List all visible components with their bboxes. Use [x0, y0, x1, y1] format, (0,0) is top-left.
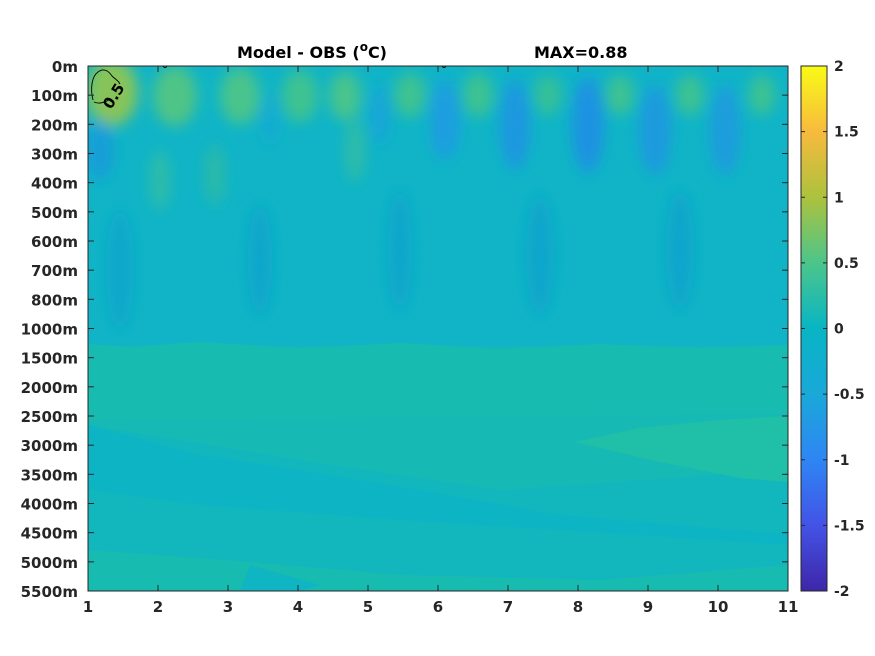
x-tick-label: 10	[708, 598, 729, 616]
chart-title: Model - OBS (oC)	[237, 40, 387, 62]
warm-blob	[463, 73, 493, 117]
warm-blob	[676, 75, 704, 115]
cool-blob	[388, 190, 412, 310]
warm-blob	[282, 70, 318, 122]
bottom-cool-blob	[240, 565, 320, 591]
colorbar-tick-label: -1.5	[834, 518, 865, 534]
cool-blob	[88, 120, 114, 180]
colorbar-tick-label: -2	[834, 584, 850, 600]
x-tick-label: 9	[643, 598, 653, 616]
x-tick-label: 6	[433, 598, 443, 616]
plot-area: 0.5	[88, 66, 788, 591]
colorbar-tick-label: 1.5	[834, 125, 859, 141]
y-tick-label: 400m	[31, 175, 78, 193]
y-tick-label: 300m	[31, 146, 78, 164]
surface-anomalies	[88, 66, 775, 330]
y-tick-label: 100m	[31, 87, 78, 105]
cool-blob	[248, 205, 272, 315]
y-tick-label: 5500m	[21, 583, 78, 601]
warm-blob	[150, 150, 170, 210]
x-tick-label: 2	[153, 598, 163, 616]
y-tick-label: 600m	[31, 233, 78, 251]
y-tick-label: 2500m	[21, 408, 78, 426]
colorbar-tick-label: -0.5	[834, 387, 865, 403]
cool-blob	[370, 85, 390, 145]
y-tick-label: 4000m	[21, 496, 78, 514]
warm-blob	[220, 68, 260, 124]
cool-blob	[262, 95, 278, 145]
y-tick-label: 4500m	[21, 525, 78, 543]
x-tick-label: 1	[83, 598, 93, 616]
y-tick-label: 1000m	[21, 321, 78, 339]
x-tick-label: 3	[223, 598, 233, 616]
warm-blob	[153, 66, 197, 126]
warm-blob	[345, 118, 365, 182]
x-tick-label: 8	[573, 598, 583, 616]
warm-blob	[394, 73, 426, 117]
x-axis: 1 2 3 4 5 6 7 8 9 10 11	[83, 66, 799, 616]
y-tick-label: 0m	[52, 58, 78, 76]
warm-blob	[205, 145, 225, 205]
warm-blob	[329, 72, 361, 120]
colorbar: 2 1.5 1 0.5 0 -0.5 -1 -1.5 -2	[800, 59, 865, 600]
y-tick-label: 1500m	[21, 350, 78, 368]
y-tick-label: 800m	[31, 291, 78, 309]
cool-blob	[639, 85, 671, 175]
deep-warm-tongue	[575, 416, 788, 482]
chart-max-label: MAX=0.88	[534, 43, 628, 62]
warm-blob	[88, 66, 138, 126]
contour-line-0.5	[91, 69, 121, 104]
cool-blob	[500, 80, 530, 170]
deep-cool-wedge	[88, 425, 788, 545]
colorbar-gradient	[800, 65, 828, 592]
colorbar-tick-label: 2	[834, 59, 844, 75]
cool-blob	[666, 190, 694, 310]
cool-blob	[526, 195, 554, 315]
x-tick-label: 7	[503, 598, 513, 616]
x-tick-label: 4	[293, 598, 303, 616]
x-tick-label: 5	[363, 598, 373, 616]
y-axis: 0m 100m 200m 300m 400m 500m 600m 700m 800m 1000m 1…	[21, 58, 788, 601]
deep-band-1500	[88, 342, 788, 420]
colorbar-tick-label: 0	[834, 322, 844, 338]
colorbar-tick-label: 1	[834, 190, 844, 206]
cool-blob	[710, 85, 740, 175]
x-tick-label: 11	[778, 598, 799, 616]
deep-band-3000	[88, 414, 788, 490]
colorbar-tick-label: 0.5	[834, 256, 859, 272]
cool-blob	[106, 210, 134, 330]
y-tick-label: 700m	[31, 262, 78, 280]
y-tick-label: 2000m	[21, 379, 78, 397]
cool-blob	[430, 80, 460, 160]
warm-blob	[534, 75, 562, 115]
y-tick-label: 3500m	[21, 466, 78, 484]
warm-blob	[749, 75, 775, 115]
y-tick-label: 200m	[31, 116, 78, 134]
y-tick-label: 5000m	[21, 554, 78, 572]
cool-blob	[572, 77, 604, 173]
colorbar-ticks: 2 1.5 1 0.5 0 -0.5 -1 -1.5 -2	[801, 59, 865, 600]
y-tick-label: 500m	[31, 204, 78, 222]
y-tick-label: 3000m	[21, 437, 78, 455]
warm-blob	[606, 75, 634, 115]
colorbar-tick-label: -1	[834, 453, 850, 469]
